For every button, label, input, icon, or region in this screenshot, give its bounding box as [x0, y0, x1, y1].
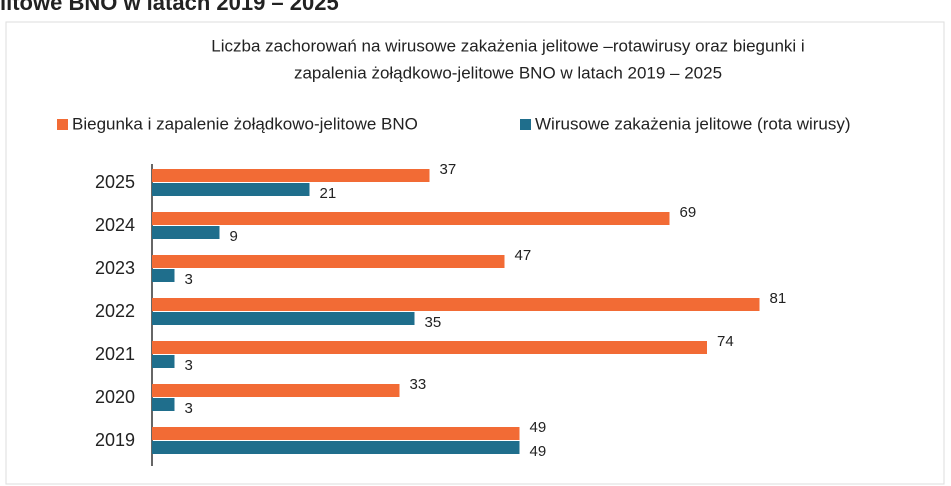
y-tick-label: 2020 — [95, 387, 135, 407]
data-label: 33 — [410, 376, 427, 393]
y-tick-label: 2021 — [95, 344, 135, 364]
data-label: 49 — [530, 443, 547, 460]
bar — [152, 298, 760, 311]
bar — [152, 398, 175, 411]
data-label: 21 — [320, 185, 337, 202]
bar — [152, 384, 400, 397]
bar — [152, 341, 707, 354]
data-label: 3 — [185, 400, 193, 417]
y-tick-label: 2023 — [95, 258, 135, 278]
y-tick-label: 2025 — [95, 172, 135, 192]
legend-label: Wirusowe zakażenia jelitowe (rota wirusy… — [535, 114, 851, 133]
bar — [152, 226, 220, 239]
y-tick-label: 2019 — [95, 430, 135, 450]
chart-frame — [5, 21, 945, 485]
data-label: 74 — [717, 333, 734, 350]
bar — [152, 441, 520, 454]
legend-swatch — [57, 119, 68, 130]
data-label: 69 — [680, 204, 697, 221]
page-heading: litowe BNO w latach 2019 – 2025 — [0, 0, 339, 15]
bar — [152, 255, 505, 268]
data-label: 81 — [770, 290, 787, 307]
chart-title: zapalenia żołądkowo-jelitowe BNO w latac… — [294, 63, 722, 82]
y-tick-label: 2022 — [95, 301, 135, 321]
bar — [152, 427, 520, 440]
bar — [152, 312, 415, 325]
bar — [152, 355, 175, 368]
data-label: 3 — [185, 357, 193, 374]
data-label: 9 — [230, 228, 238, 245]
data-label: 37 — [440, 161, 457, 178]
data-label: 3 — [185, 271, 193, 288]
chart-title: Liczba zachorowań na wirusowe zakażenia … — [211, 36, 804, 55]
legend-label: Biegunka i zapalenie żołądkowo-jelitowe … — [72, 114, 418, 133]
data-label: 49 — [530, 419, 547, 436]
legend-swatch — [520, 119, 531, 130]
bar — [152, 269, 175, 282]
data-label: 47 — [515, 247, 532, 264]
data-label: 35 — [425, 314, 442, 331]
bar — [152, 212, 670, 225]
bar — [152, 169, 430, 182]
y-tick-label: 2024 — [95, 215, 135, 235]
bar — [152, 183, 310, 196]
